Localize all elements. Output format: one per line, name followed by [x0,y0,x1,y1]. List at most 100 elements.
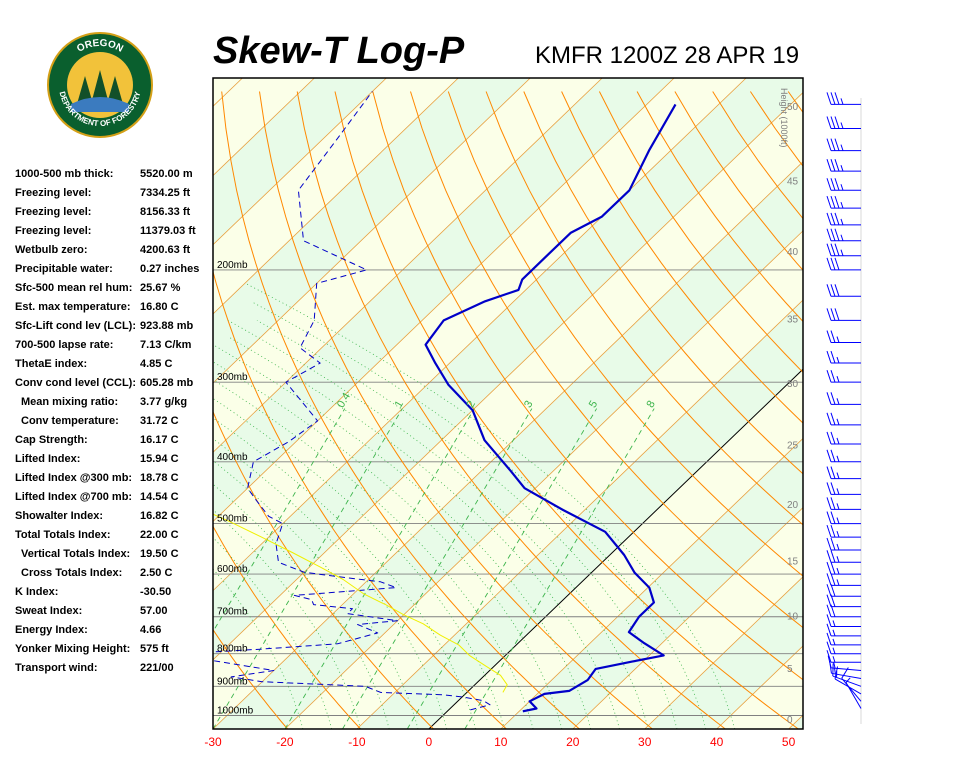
wind-barb [827,655,862,671]
index-value: 8156.33 ft [140,206,191,218]
dry-adiabat [259,91,653,729]
plot-area [213,78,803,729]
mixing-ratio-label: 8 [644,399,657,410]
isotherm [356,299,803,729]
temperature-line [424,103,677,713]
wind-barb [826,641,861,655]
height-tick-label: 50 [787,102,799,113]
wind-barb [826,614,861,627]
height-tick-label: 15 [787,557,799,568]
index-value: 221/00 [140,662,174,674]
index-row: Lifted Index @300 mb: 18.78 C [15,472,210,491]
index-label: Lifted Index @300 mb: [15,472,133,484]
wind-barb [826,370,861,383]
index-row: Transport wind: 221/00 [15,662,210,681]
index-value: -30.50 [140,586,172,598]
dry-adiabat [410,91,803,629]
index-value: 4.85 C [140,358,173,370]
index-label: Freezing level: [15,225,92,237]
mixing-ratio-line [406,408,598,729]
index-value: 16.80 C [140,301,179,313]
index-value: 7334.25 ft [140,187,191,199]
index-value: 3.77 g/kg [140,396,188,408]
index-row: K Index: -30.50 [15,586,210,605]
index-value: 923.88 mb [140,320,194,332]
index-label: Total Totals Index: [15,529,111,541]
index-label: Energy Index: [15,624,88,636]
index-value: 16.82 C [140,510,179,522]
dry-adiabat [213,726,216,729]
index-row: Cap Strength: 16.17 C [15,434,210,453]
index-label: Showalter Index: [15,510,104,522]
height-tick-label: 10 [787,611,799,622]
wind-barb [826,228,861,242]
wind-barb [826,195,861,209]
dry-adiabat [221,91,580,729]
wind-barb [826,284,861,297]
height-tick-label: 25 [787,441,799,452]
index-value: 31.72 C [140,415,179,427]
index-value: 15.94 C [140,453,179,465]
isotherm [213,78,387,246]
pressure-label: 400mb [217,452,248,463]
index-row: Freezing level: 7334.25 ft [15,187,210,206]
wind-barb [826,482,861,495]
dry-adiabat [523,91,803,475]
index-label: Cap Strength: [15,434,88,446]
index-row: 1000-500 mb thick: 5520.00 m [15,168,210,187]
wind-barb [826,257,861,271]
oregon-forestry-logo: OREGON DEPARTMENT OF FORESTRY [47,32,153,138]
index-row: Precipitable water: 0.27 inches [15,263,210,282]
mixing-ratio-label: 2 [465,399,478,410]
wind-barb [826,449,861,463]
dewpoint-line [213,91,491,711]
station-time-label: KMFR 1200Z 28 APR 19 [535,42,800,69]
dry-adiabat [213,270,507,729]
index-label: Transport wind: [15,662,98,674]
height-tick-label: 30 [787,379,799,390]
index-label: 1000-500 mb thick: [15,168,114,180]
pressure-label: 500mb [217,514,248,525]
wind-barb [826,308,861,321]
index-value: 22.00 C [140,529,179,541]
dry-adiabat [334,91,799,729]
index-row: Showalter Index: 16.82 C [15,510,210,529]
dry-adiabat [561,91,803,424]
index-row: Sweat Index: 57.00 [15,605,210,624]
dry-adiabat [787,91,803,114]
wind-barb [826,158,861,172]
x-tick-label: 20 [566,735,580,749]
index-value: 11379.03 ft [140,225,196,237]
index-value: 4.66 [140,624,162,636]
svg-text:OREGON: OREGON [75,38,125,55]
index-row: 700-500 lapse rate: 7.13 C/km [15,339,210,358]
index-value: 4200.63 ft [140,244,191,256]
height-tick-label: 5 [787,664,793,675]
indices-panel: 1000-500 mb thick: 5520.00 m Freezing leve… [15,168,210,681]
zero-isotherm [428,368,803,729]
index-value: 5520.00 m [140,168,193,180]
index-row: Sfc-500 mean rel hum: 25.67 % [15,282,210,301]
index-row: Wetbulb zero: 4200.63 ft [15,244,210,263]
moist-adiabat [252,302,707,729]
dry-adiabat [447,91,803,577]
logo-trees-icon [77,70,123,104]
logo-text-top: OREGON [75,38,125,55]
dry-adiabat [213,628,288,729]
index-row: Freezing level: 8156.33 ft [15,206,210,225]
wind-barb [826,330,861,344]
mixing-ratio-line [284,408,475,729]
index-row: Est. max temperature: 16.80 C [15,301,210,320]
index-row: Conv cond level (CCL): 605.28 mb [15,377,210,396]
index-value: 0.27 inches [140,263,200,275]
x-tick-label: 0 [426,735,433,749]
parcel-line [213,513,508,693]
wind-barb [826,511,861,525]
temperature-band [788,715,803,729]
mixing-ratio-line [464,408,655,729]
wind-barb [826,524,861,538]
index-value: 2.50 C [140,567,173,579]
index-label: Wetbulb zero: [15,244,88,256]
wind-barbs [826,92,862,709]
